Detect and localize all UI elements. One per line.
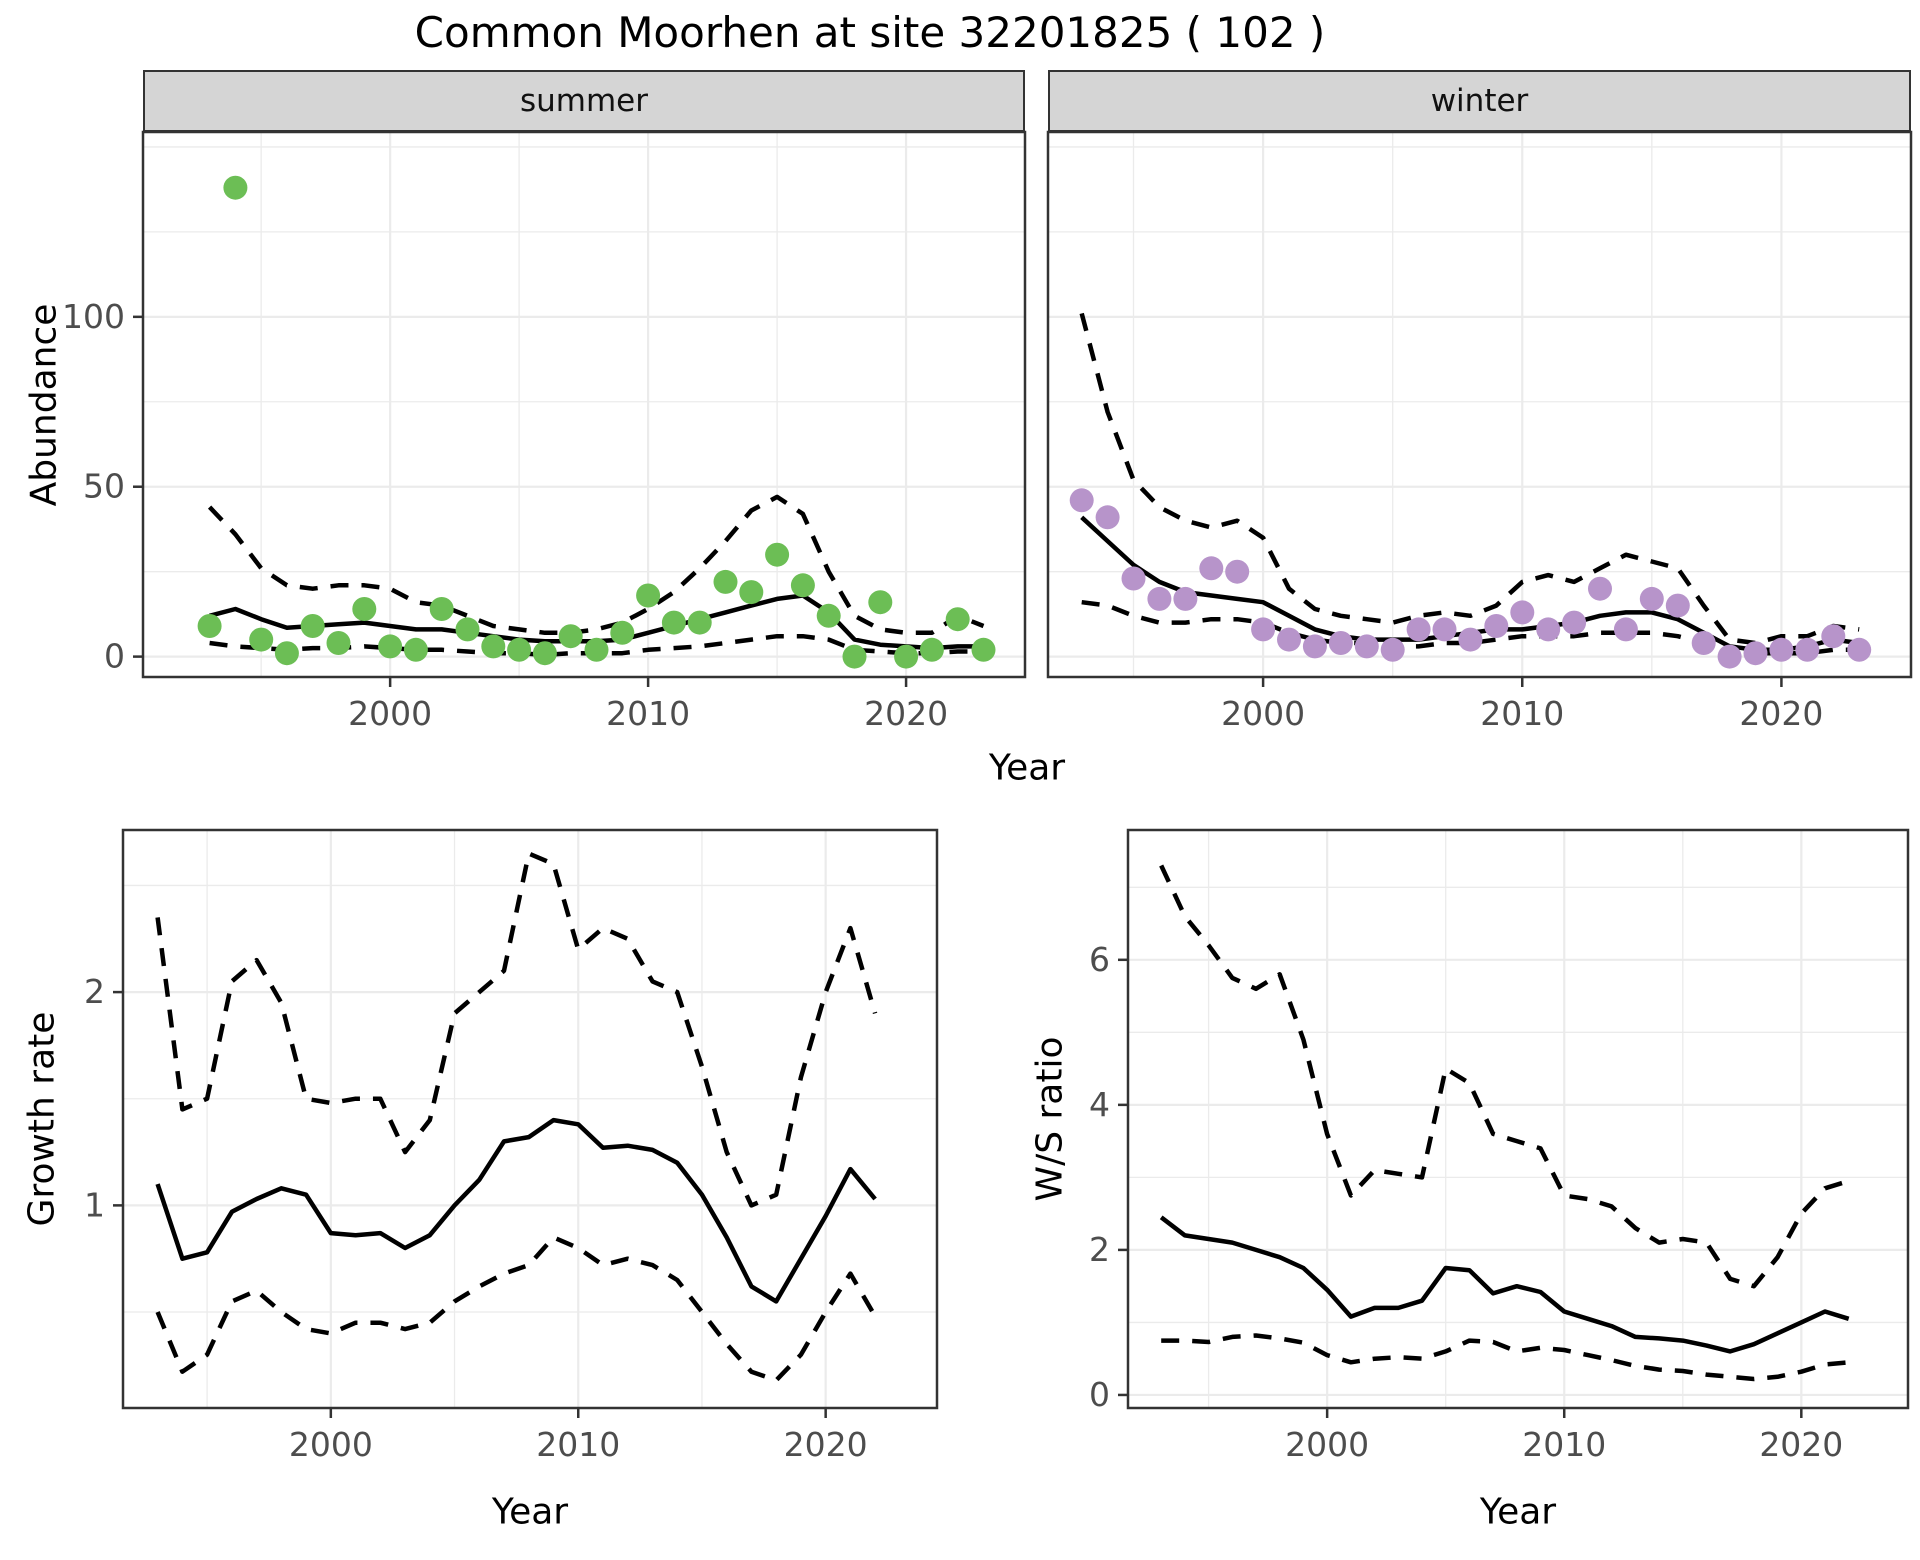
svg-text:2010: 2010 <box>1480 694 1564 733</box>
svg-text:2020: 2020 <box>1739 694 1823 733</box>
svg-text:2: 2 <box>1089 1230 1110 1269</box>
year-axis-title-top: Year <box>988 747 1066 789</box>
svg-text:2000: 2000 <box>1221 694 1305 733</box>
year-axis-title-ws: Year <box>1479 1491 1557 1533</box>
facet-strip-summer: summer <box>143 70 1025 132</box>
svg-text:2020: 2020 <box>864 694 948 733</box>
svg-text:100: 100 <box>62 297 125 336</box>
chart-title: Common Moorhen at site 32201825 ( 102 ) <box>414 8 1326 57</box>
svg-text:6: 6 <box>1089 940 1110 979</box>
ws-ratio-panel: 2000 2010 2020 0 2 4 6 <box>1089 828 1910 1464</box>
growth-rate-axis-title: Growth rate <box>21 1011 63 1227</box>
growth-rate-panel: 2000 2010 2020 1 2 <box>84 828 939 1464</box>
svg-text:50: 50 <box>83 467 125 506</box>
svg-text:4: 4 <box>1089 1085 1110 1124</box>
svg-text:2: 2 <box>84 972 105 1011</box>
svg-text:2010: 2010 <box>1522 1425 1606 1464</box>
svg-text:1: 1 <box>84 1185 105 1224</box>
winter-abundance-panel: 2000 2010 2020 <box>1046 130 1913 733</box>
svg-text:2010: 2010 <box>606 694 690 733</box>
svg-text:0: 0 <box>104 637 125 676</box>
svg-text:2020: 2020 <box>784 1425 868 1464</box>
facet-strip-winter-label: winter <box>1430 83 1529 119</box>
svg-text:2000: 2000 <box>289 1425 373 1464</box>
facet-strip-winter: winter <box>1048 70 1911 132</box>
svg-text:0: 0 <box>1089 1375 1110 1414</box>
svg-text:2000: 2000 <box>348 694 432 733</box>
svg-text:2000: 2000 <box>1285 1425 1369 1464</box>
facet-strip-summer-label: summer <box>519 83 648 119</box>
summer-abundance-panel: 2000 2010 2020 0 50 100 <box>62 130 1027 733</box>
svg-text:2010: 2010 <box>536 1425 620 1464</box>
ws-ratio-axis-title: W/S ratio <box>1029 1036 1071 1202</box>
svg-text:2020: 2020 <box>1759 1425 1843 1464</box>
abundance-axis-title: Abundance <box>23 303 65 507</box>
year-axis-title-growth: Year <box>491 1491 569 1533</box>
